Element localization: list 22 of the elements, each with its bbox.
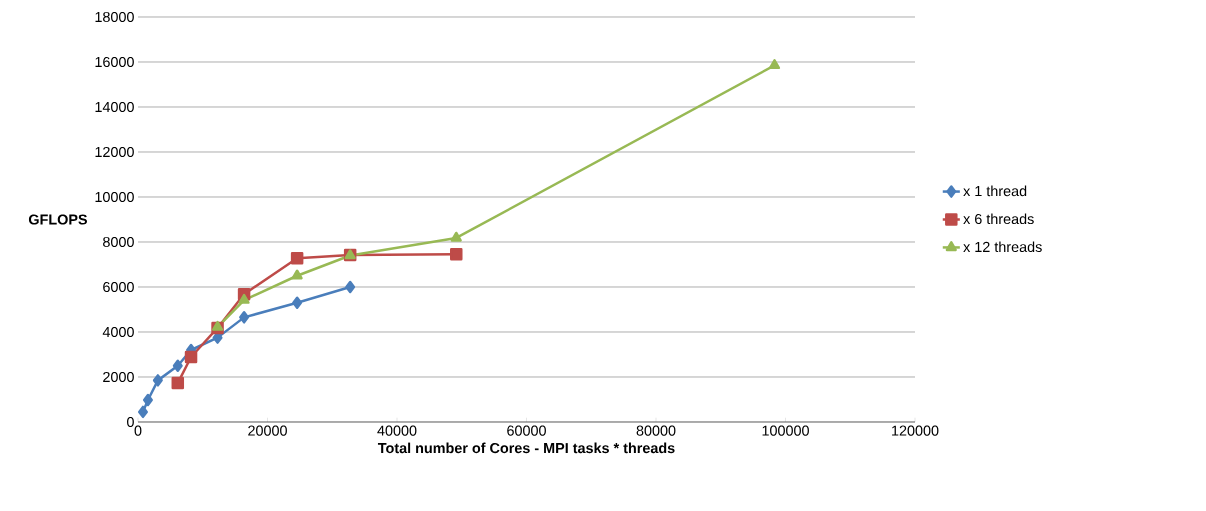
y-tick-label: 0: [127, 416, 134, 428]
y-tick-label: 10000: [95, 191, 134, 203]
y-tick-label: 8000: [103, 236, 134, 248]
y-tick-label: 6000: [103, 281, 134, 293]
legend-label: x 12 threads: [963, 241, 1042, 253]
y-tick-label: 4000: [102, 326, 134, 338]
legend-label: x 1 thread: [963, 185, 1027, 197]
x-tick-label: 60000: [507, 425, 546, 436]
x-tick-label: 120000: [892, 425, 939, 436]
y-tick-label: 14000: [95, 101, 134, 113]
y-tick-label: 18000: [95, 11, 134, 23]
x-tick-label: 40000: [377, 425, 417, 436]
x-axis-title: Total number of Cores - MPI tasks * threads: [377, 442, 675, 454]
x-tick-label: 0: [134, 425, 142, 436]
y-tick-label: 2000: [103, 371, 134, 383]
legend-label: x 6 threads: [963, 213, 1034, 225]
x-tick-label: 20000: [248, 425, 287, 436]
y-axis-title: GFLOPS: [28, 214, 87, 225]
x-tick-label: 100000: [762, 425, 809, 436]
x-tick-label: 80000: [636, 425, 676, 436]
y-tick-label: 12000: [95, 146, 134, 158]
y-tick-label: 16000: [95, 56, 134, 68]
